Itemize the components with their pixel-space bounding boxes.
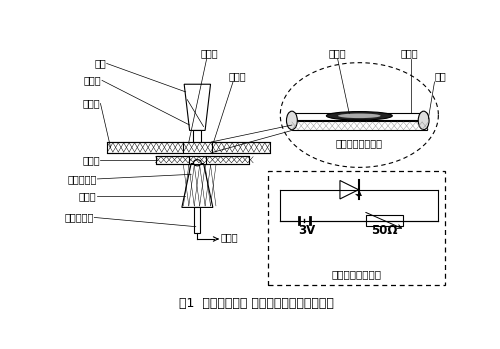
Polygon shape — [292, 121, 427, 131]
Text: 照明头电源接线图: 照明头电源接线图 — [331, 269, 381, 280]
Polygon shape — [182, 142, 212, 153]
Polygon shape — [366, 215, 403, 226]
Text: 盖玻片: 盖玻片 — [201, 48, 218, 58]
Polygon shape — [340, 180, 358, 199]
Text: 密封油: 密封油 — [401, 48, 418, 58]
Text: 物镜: 物镜 — [94, 58, 106, 68]
Ellipse shape — [418, 111, 429, 130]
Ellipse shape — [326, 112, 392, 120]
FancyBboxPatch shape — [268, 171, 444, 285]
Text: 50Ω: 50Ω — [371, 224, 398, 237]
Polygon shape — [182, 164, 213, 207]
Text: 悬浊液: 悬浊液 — [329, 48, 346, 58]
Text: 载玻片: 载玻片 — [228, 71, 246, 81]
Polygon shape — [292, 113, 427, 120]
Text: 载物台: 载物台 — [82, 98, 100, 109]
Polygon shape — [156, 156, 248, 164]
Polygon shape — [184, 84, 210, 131]
Polygon shape — [194, 131, 201, 142]
Polygon shape — [189, 156, 206, 164]
Ellipse shape — [194, 160, 201, 166]
Text: 接电源: 接电源 — [220, 232, 238, 242]
Text: 观察片装配结构图: 观察片装配结构图 — [336, 138, 383, 148]
Text: 图1  悬浊液观察片 照明头结构及安装示意图: 图1 悬浊液观察片 照明头结构及安装示意图 — [179, 297, 334, 310]
Text: 二极管连线: 二极管连线 — [64, 213, 94, 222]
Ellipse shape — [338, 113, 380, 118]
Polygon shape — [194, 207, 200, 233]
Text: 橡皮塞: 橡皮塞 — [79, 191, 96, 201]
Ellipse shape — [286, 111, 298, 130]
Text: 胶带: 胶带 — [434, 71, 446, 81]
Polygon shape — [108, 142, 270, 153]
Text: 观察片: 观察片 — [84, 75, 101, 86]
Text: 3V: 3V — [298, 224, 316, 237]
Text: 发光二极管: 发光二极管 — [67, 174, 96, 184]
Text: 遮光器: 遮光器 — [82, 155, 100, 165]
